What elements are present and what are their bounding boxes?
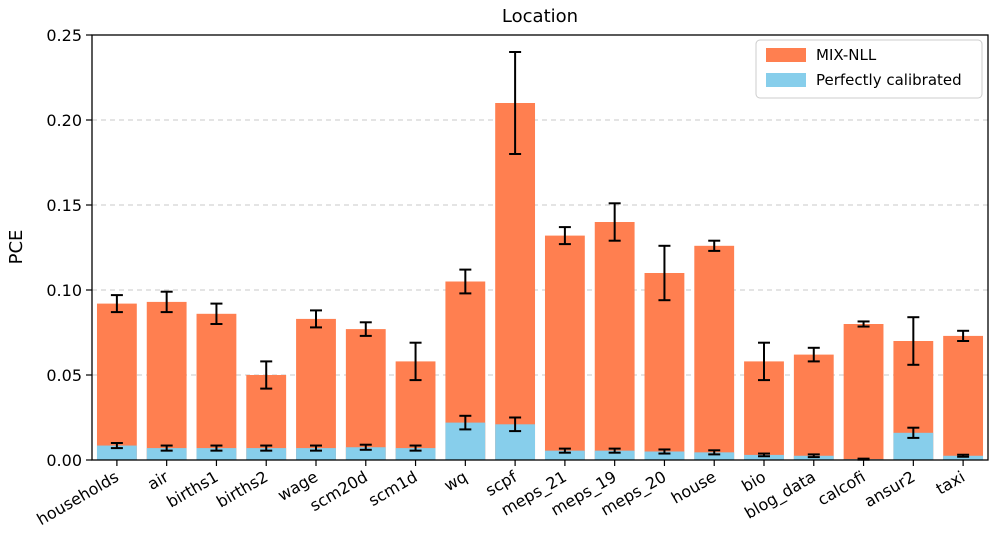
- error-bar-perfectly-calibrated-scm20d: [359, 443, 372, 451]
- error-bar-mix-nll-scm1d: [409, 341, 422, 382]
- bar-perfectly-calibrated-taxi: [943, 455, 984, 460]
- bar-mix-nll-taxi: [943, 335, 984, 460]
- legend-swatch-perfectly-calibrated: [766, 73, 806, 87]
- error-bar-perfectly-calibrated-ansur2: [907, 426, 920, 439]
- error-bar-perfectly-calibrated-households: [110, 442, 123, 450]
- bar-mix-nll-calcofi: [843, 324, 884, 460]
- bar-mix-nll-wage: [296, 318, 336, 460]
- error-bar-perfectly-calibrated-wq: [459, 414, 472, 431]
- legend-swatch-mix-nll: [766, 48, 806, 62]
- y-axis: 0.00 0.05 0.10 0.15 0.20 0.25: [46, 26, 92, 470]
- bar-mix-nll-meps-19: [594, 222, 635, 460]
- error-bar-mix-nll-taxi: [957, 329, 970, 342]
- legend: MIX-NLL Perfectly calibrated: [755, 39, 983, 99]
- error-bar-mix-nll-scm20d: [359, 321, 372, 337]
- bar-perfectly-calibrated-births1: [196, 448, 237, 460]
- bar-mix-nll-blog-data: [793, 354, 834, 460]
- error-bar-mix-nll-meps-19: [608, 202, 621, 242]
- error-bar-perfectly-calibrated-births2: [260, 444, 273, 452]
- y-tick-label: 0.20: [46, 111, 82, 130]
- bar-perfectly-calibrated-house: [694, 452, 735, 460]
- bar-mix-nll-air: [146, 301, 187, 460]
- bar-mix-nll-households: [96, 303, 137, 460]
- error-bar-perfectly-calibrated-meps-21: [558, 447, 571, 454]
- bar-perfectly-calibrated-bio: [744, 454, 784, 460]
- error-bar-perfectly-calibrated-house: [708, 449, 721, 456]
- error-bar-mix-nll-meps-20: [658, 244, 671, 302]
- error-bar-mix-nll-air: [160, 290, 173, 314]
- bar-mix-nll-scm20d: [345, 329, 386, 460]
- chart-title: Location: [502, 6, 578, 27]
- error-bar-perfectly-calibrated-meps-20: [658, 448, 671, 455]
- error-bars-layer: [110, 51, 970, 461]
- error-bar-mix-nll-wq: [459, 268, 472, 295]
- error-bar-perfectly-calibrated-scm1d: [409, 444, 422, 452]
- error-bar-perfectly-calibrated-meps-19: [608, 447, 621, 454]
- bar-mix-nll-scpf: [495, 103, 536, 460]
- y-axis-label: PCE: [6, 230, 27, 265]
- y-tick-label: 0.25: [46, 26, 82, 45]
- error-bar-mix-nll-wage: [310, 309, 322, 329]
- error-bar-mix-nll-births1: [210, 302, 223, 325]
- plot-frame: [91, 34, 989, 461]
- error-bar-mix-nll-ansur2: [907, 316, 920, 366]
- error-bar-mix-nll-households: [110, 294, 123, 314]
- error-bar-perfectly-calibrated-wage: [310, 444, 322, 452]
- bar-perfectly-calibrated-scm20d: [345, 447, 386, 460]
- error-bar-perfectly-calibrated-scpf: [509, 416, 522, 433]
- bar-mix-nll-meps-20: [644, 273, 685, 460]
- legend-label-mix-nll: MIX-NLL: [816, 46, 877, 64]
- bars-layer: [96, 103, 984, 460]
- error-bar-mix-nll-births2: [260, 360, 273, 390]
- error-bar-mix-nll-calcofi: [857, 320, 870, 328]
- error-bar-mix-nll-scpf: [509, 51, 522, 155]
- bar-perfectly-calibrated-scm1d: [395, 448, 436, 460]
- bar-mix-nll-house: [694, 245, 735, 460]
- error-bar-perfectly-calibrated-births1: [210, 444, 223, 452]
- legend-label-perfectly-calibrated: Perfectly calibrated: [816, 71, 962, 89]
- y-tick-label: 0.10: [46, 281, 82, 300]
- bar-perfectly-calibrated-air: [146, 448, 187, 460]
- y-tick-label: 0.00: [46, 451, 82, 470]
- bar-perfectly-calibrated-births2: [246, 448, 287, 460]
- error-bar-perfectly-calibrated-bio: [758, 452, 770, 458]
- bar-mix-nll-births1: [196, 313, 237, 460]
- bar-perfectly-calibrated-meps-20: [644, 451, 685, 460]
- bar-perfectly-calibrated-meps-21: [544, 450, 585, 460]
- legend-box: [755, 39, 983, 99]
- bar-perfectly-calibrated-meps-19: [594, 450, 635, 460]
- bar-perfectly-calibrated-wage: [296, 448, 336, 460]
- error-bar-mix-nll-meps-21: [558, 226, 571, 246]
- y-tick-label: 0.05: [46, 366, 82, 385]
- bar-perfectly-calibrated-households: [96, 445, 137, 460]
- error-bar-perfectly-calibrated-taxi: [957, 453, 970, 458]
- error-bar-mix-nll-house: [708, 239, 721, 252]
- y-tick-label: 0.15: [46, 196, 82, 215]
- error-bar-perfectly-calibrated-blog-data: [807, 453, 820, 459]
- bar-mix-nll-meps-21: [544, 235, 585, 460]
- error-bar-perfectly-calibrated-air: [160, 444, 173, 452]
- error-bar-mix-nll-bio: [758, 341, 770, 382]
- error-bar-mix-nll-blog-data: [807, 346, 820, 363]
